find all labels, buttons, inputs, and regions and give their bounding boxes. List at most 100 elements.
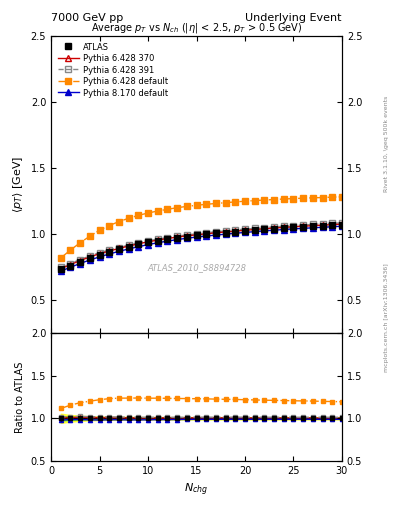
Y-axis label: $\langle p_T \rangle$ [GeV]: $\langle p_T \rangle$ [GeV] xyxy=(11,156,25,213)
Pythia 6.428 370 xyxy=(146,239,151,245)
Pythia 8.170 default xyxy=(146,242,151,248)
Pythia 8.170 default xyxy=(252,228,257,234)
Pythia 8.170 default xyxy=(78,261,83,267)
Pythia 6.428 391 xyxy=(126,242,131,248)
Pythia 6.428 391 xyxy=(262,224,267,230)
Pythia 6.428 370 xyxy=(184,233,189,239)
Pythia 6.428 370 xyxy=(252,226,257,232)
Pythia 8.170 default xyxy=(175,237,180,243)
Pythia 8.170 default xyxy=(262,228,267,234)
Pythia 6.428 370 xyxy=(340,221,344,227)
Pythia 6.428 default xyxy=(252,198,257,204)
Pythia 8.170 default xyxy=(68,264,73,270)
Text: Rivet 3.1.10, \geq 500k events: Rivet 3.1.10, \geq 500k events xyxy=(384,95,389,191)
Title: Average $p_T$ vs $N_{ch}$ ($|\eta|$ < 2.5, $p_T$ > 0.5 GeV): Average $p_T$ vs $N_{ch}$ ($|\eta|$ < 2.… xyxy=(91,21,302,35)
Pythia 8.170 default xyxy=(59,268,63,274)
Pythia 6.428 370 xyxy=(301,223,305,229)
Pythia 6.428 370 xyxy=(136,241,141,247)
Line: Pythia 6.428 370: Pythia 6.428 370 xyxy=(58,221,345,271)
Pythia 6.428 default xyxy=(213,200,218,206)
Pythia 8.170 default xyxy=(242,229,247,236)
Pythia 8.170 default xyxy=(97,254,102,260)
Pythia 6.428 391 xyxy=(78,257,83,263)
Pythia 8.170 default xyxy=(330,224,334,230)
Pythia 6.428 391 xyxy=(204,229,209,236)
Line: Pythia 6.428 391: Pythia 6.428 391 xyxy=(58,220,345,270)
Pythia 6.428 391 xyxy=(330,220,334,226)
Pythia 6.428 default xyxy=(340,194,344,200)
Pythia 6.428 370 xyxy=(165,236,170,242)
Pythia 6.428 default xyxy=(155,208,160,214)
Pythia 6.428 default xyxy=(223,200,228,206)
Pythia 6.428 370 xyxy=(117,245,121,251)
Pythia 6.428 370 xyxy=(175,234,180,240)
Pythia 6.428 370 xyxy=(68,262,73,268)
Pythia 6.428 370 xyxy=(272,225,276,231)
Pythia 8.170 default xyxy=(117,248,121,254)
Pythia 8.170 default xyxy=(126,246,131,252)
Pythia 6.428 370 xyxy=(126,243,131,249)
Pythia 6.428 370 xyxy=(59,265,63,271)
Pythia 6.428 default xyxy=(68,247,73,253)
Pythia 6.428 370 xyxy=(194,232,199,238)
Pythia 6.428 default xyxy=(310,195,315,201)
Pythia 8.170 default xyxy=(272,227,276,233)
Pythia 6.428 370 xyxy=(88,254,92,260)
Pythia 8.170 default xyxy=(204,233,209,239)
Pythia 6.428 391 xyxy=(281,223,286,229)
Y-axis label: Ratio to ATLAS: Ratio to ATLAS xyxy=(15,361,25,433)
Pythia 6.428 default xyxy=(136,212,141,219)
Pythia 6.428 default xyxy=(78,240,83,246)
Pythia 6.428 default xyxy=(281,196,286,202)
Pythia 6.428 370 xyxy=(78,258,83,264)
Pythia 6.428 370 xyxy=(330,222,334,228)
Pythia 8.170 default xyxy=(213,232,218,238)
Pythia 8.170 default xyxy=(107,251,112,257)
Pythia 6.428 370 xyxy=(204,231,209,237)
Pythia 6.428 default xyxy=(107,223,112,229)
Pythia 6.428 default xyxy=(88,233,92,239)
Pythia 6.428 391 xyxy=(301,222,305,228)
Pythia 6.428 default xyxy=(262,197,267,203)
Pythia 6.428 370 xyxy=(97,251,102,257)
Pythia 6.428 391 xyxy=(310,221,315,227)
Pythia 6.428 370 xyxy=(233,228,238,234)
Pythia 6.428 391 xyxy=(107,247,112,253)
Pythia 6.428 391 xyxy=(136,240,141,246)
Pythia 8.170 default xyxy=(194,234,199,240)
Pythia 6.428 default xyxy=(291,196,296,202)
Legend: ATLAS, Pythia 6.428 370, Pythia 6.428 391, Pythia 6.428 default, Pythia 8.170 de: ATLAS, Pythia 6.428 370, Pythia 6.428 39… xyxy=(55,40,171,100)
Pythia 6.428 370 xyxy=(310,223,315,229)
Pythia 6.428 default xyxy=(320,195,325,201)
Pythia 6.428 391 xyxy=(242,226,247,232)
Pythia 6.428 370 xyxy=(155,237,160,243)
Pythia 6.428 default xyxy=(242,198,247,204)
Pythia 8.170 default xyxy=(165,238,170,244)
Pythia 6.428 391 xyxy=(291,223,296,229)
Pythia 6.428 391 xyxy=(320,221,325,227)
Text: Underlying Event: Underlying Event xyxy=(245,13,342,23)
Pythia 6.428 391 xyxy=(252,225,257,231)
Pythia 6.428 391 xyxy=(340,220,344,226)
Pythia 8.170 default xyxy=(184,235,189,241)
Pythia 6.428 370 xyxy=(213,230,218,236)
Pythia 6.428 391 xyxy=(97,249,102,255)
Pythia 6.428 default xyxy=(117,219,121,225)
X-axis label: $N_{chg}$: $N_{chg}$ xyxy=(184,481,209,498)
Pythia 6.428 default xyxy=(175,205,180,211)
Pythia 8.170 default xyxy=(281,226,286,232)
Pythia 6.428 default xyxy=(59,255,63,261)
Pythia 6.428 391 xyxy=(88,253,92,259)
Pythia 6.428 default xyxy=(146,210,151,216)
Pythia 8.170 default xyxy=(223,231,228,237)
Pythia 6.428 default xyxy=(165,206,170,212)
Pythia 6.428 370 xyxy=(223,229,228,235)
Pythia 8.170 default xyxy=(320,224,325,230)
Text: 7000 GeV pp: 7000 GeV pp xyxy=(51,13,123,23)
Pythia 6.428 391 xyxy=(146,238,151,244)
Pythia 8.170 default xyxy=(88,257,92,263)
Pythia 6.428 default xyxy=(194,202,199,208)
Text: mcplots.cern.ch [arXiv:1306.3436]: mcplots.cern.ch [arXiv:1306.3436] xyxy=(384,263,389,372)
Pythia 8.170 default xyxy=(233,230,238,237)
Pythia 6.428 default xyxy=(204,201,209,207)
